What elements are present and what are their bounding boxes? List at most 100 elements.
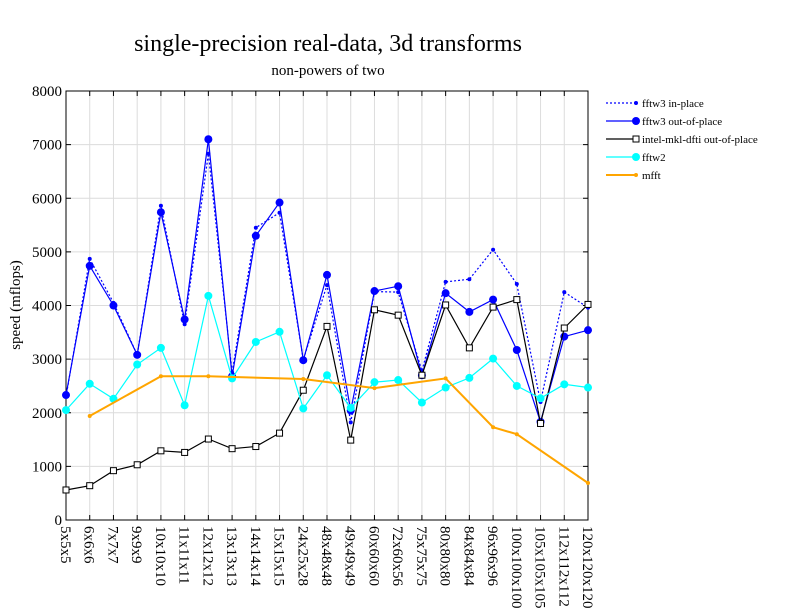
data-point xyxy=(514,432,519,437)
data-point xyxy=(87,256,92,261)
x-tick-label: 84x84x84 xyxy=(460,526,476,587)
data-point xyxy=(158,374,163,379)
y-tick-label: 0 xyxy=(55,513,63,529)
data-point xyxy=(584,326,592,335)
data-point xyxy=(251,231,260,240)
data-point xyxy=(86,482,94,490)
data-point xyxy=(156,208,165,217)
x-tick-label: 72x60x56 xyxy=(389,526,405,587)
x-tick-label: 75x75x75 xyxy=(413,526,429,586)
data-point xyxy=(323,270,331,279)
data-point xyxy=(512,346,521,355)
data-point xyxy=(323,371,331,380)
data-point xyxy=(370,287,379,296)
data-point xyxy=(157,447,165,455)
data-point xyxy=(394,282,403,291)
y-tick-label: 4000 xyxy=(32,299,62,315)
data-point xyxy=(489,354,498,363)
x-tick-label: 13x13x13 xyxy=(223,526,239,586)
data-point xyxy=(465,373,474,382)
data-point xyxy=(204,435,212,443)
x-tick-label: 5x5x5 xyxy=(57,526,73,564)
legend-marker xyxy=(634,101,638,105)
legend-marker xyxy=(632,117,640,125)
data-point xyxy=(489,295,498,304)
legend: fftw3 in-place fftw3 out-of-place intel-mk… xyxy=(606,98,758,182)
x-tick-label: 48x48x48 xyxy=(318,526,334,586)
grid xyxy=(65,90,589,521)
data-point xyxy=(560,380,569,389)
data-point xyxy=(586,480,590,485)
data-point xyxy=(228,374,237,383)
x-tick-label: 80x80x80 xyxy=(437,526,453,586)
data-point xyxy=(372,386,377,391)
data-point xyxy=(158,203,163,208)
y-axis-label: speed (mflops) xyxy=(8,260,24,350)
data-point xyxy=(275,327,284,336)
y-tick-label: 5000 xyxy=(32,245,62,261)
data-point xyxy=(85,261,94,270)
x-tick-label: 60x60x60 xyxy=(365,526,381,586)
legend-label: mfft xyxy=(642,170,661,182)
data-point xyxy=(275,198,284,207)
data-point xyxy=(133,360,142,369)
data-point xyxy=(109,467,117,475)
y-tick-label: 1000 xyxy=(32,459,62,475)
data-point xyxy=(370,378,379,387)
data-point xyxy=(441,383,450,392)
data-point xyxy=(62,406,70,415)
data-point xyxy=(417,398,426,407)
data-point xyxy=(443,279,448,284)
x-tick-label: 112x112x112 xyxy=(555,526,571,607)
data-point xyxy=(133,350,142,359)
data-point xyxy=(252,443,260,451)
x-tick-label: 105x105x105 xyxy=(532,526,548,609)
data-point xyxy=(299,356,308,365)
data-point xyxy=(299,386,307,394)
data-point xyxy=(584,383,592,392)
data-point xyxy=(301,376,306,381)
data-point xyxy=(442,301,450,309)
data-point xyxy=(109,301,118,310)
chart-title: single-precision real-data, 3d transform… xyxy=(134,31,522,57)
x-tick-label: 12x12x12 xyxy=(199,526,215,586)
data-point xyxy=(537,419,545,427)
data-point xyxy=(584,300,592,308)
legend-label: fftw3 in-place xyxy=(642,98,704,110)
data-point xyxy=(133,461,141,469)
data-point xyxy=(491,247,496,252)
data-point xyxy=(180,315,189,324)
data-point xyxy=(347,436,355,444)
data-point xyxy=(228,445,236,453)
data-point xyxy=(62,486,70,494)
x-tick-label: 10x10x10 xyxy=(152,526,168,586)
y-tick-label: 6000 xyxy=(32,191,62,207)
data-point xyxy=(180,401,189,410)
data-point xyxy=(299,404,308,413)
x-tick-label: 9x9x9 xyxy=(128,526,144,564)
legend-marker xyxy=(632,135,640,143)
data-point xyxy=(514,282,519,287)
x-tick-label: 96x96x96 xyxy=(484,526,500,587)
data-point xyxy=(512,381,521,390)
data-point xyxy=(156,343,165,352)
data-point xyxy=(325,283,329,288)
legend-marker xyxy=(632,153,640,161)
data-point xyxy=(276,429,284,437)
legend-marker xyxy=(634,173,638,177)
data-point xyxy=(346,403,355,412)
x-tick-label: 24x25x28 xyxy=(294,526,310,586)
y-tick-label: 3000 xyxy=(32,352,62,368)
legend-label: intel-mkl-dfti out-of-place xyxy=(642,134,758,146)
data-point xyxy=(253,225,258,230)
data-point xyxy=(562,290,567,295)
data-point xyxy=(348,420,353,425)
x-tick-label: 15x15x15 xyxy=(271,526,287,586)
x-tick-label: 14x14x14 xyxy=(247,526,263,587)
y-tick-label: 8000 xyxy=(32,84,62,100)
data-point xyxy=(513,296,521,304)
legend-label: fftw2 xyxy=(642,152,666,164)
legend-label: fftw3 out-of-place xyxy=(642,116,722,128)
data-point xyxy=(204,291,213,300)
data-point xyxy=(465,344,473,352)
